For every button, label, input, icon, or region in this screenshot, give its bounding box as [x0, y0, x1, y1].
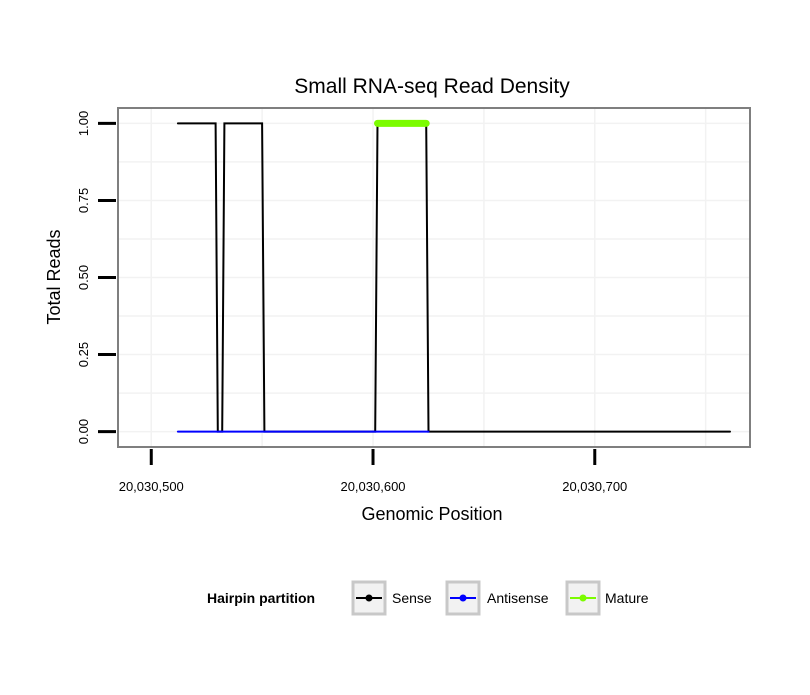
x-tick-label: 20,030,500: [119, 479, 184, 494]
y-axis-title: Total Reads: [44, 229, 64, 324]
series-layer: [176, 119, 731, 433]
y-axis: 0.00 0.25 0.50 0.75 1.00: [76, 111, 116, 444]
legend-key-dot: [459, 594, 467, 602]
legend-label-mature: Mature: [605, 590, 649, 606]
y-tick-label: 1.00: [76, 111, 91, 136]
y-tick-label: 0.00: [76, 419, 91, 444]
x-axis-title: Genomic Position: [361, 504, 502, 524]
legend-key-dot: [579, 594, 587, 602]
legend-key-dot: [365, 594, 373, 602]
legend-label-sense: Sense: [392, 590, 432, 606]
plot-border: [117, 107, 751, 448]
y-tick-label: 0.25: [76, 342, 91, 367]
x-tick-label: 20,030,700: [562, 479, 627, 494]
x-tick-label: 20,030,600: [340, 479, 405, 494]
legend-label-antisense: Antisense: [487, 590, 549, 606]
legend: Hairpin partition Sense Antisense Mature: [207, 580, 649, 616]
y-tick-label: 0.50: [76, 265, 91, 290]
y-tick-label: 0.75: [76, 188, 91, 213]
legend-title: Hairpin partition: [207, 590, 315, 606]
series-line-sense: [176, 122, 731, 433]
x-axis: 20,030,500 20,030,600 20,030,700: [119, 449, 627, 494]
chart-title: Small RNA-seq Read Density: [294, 75, 570, 98]
